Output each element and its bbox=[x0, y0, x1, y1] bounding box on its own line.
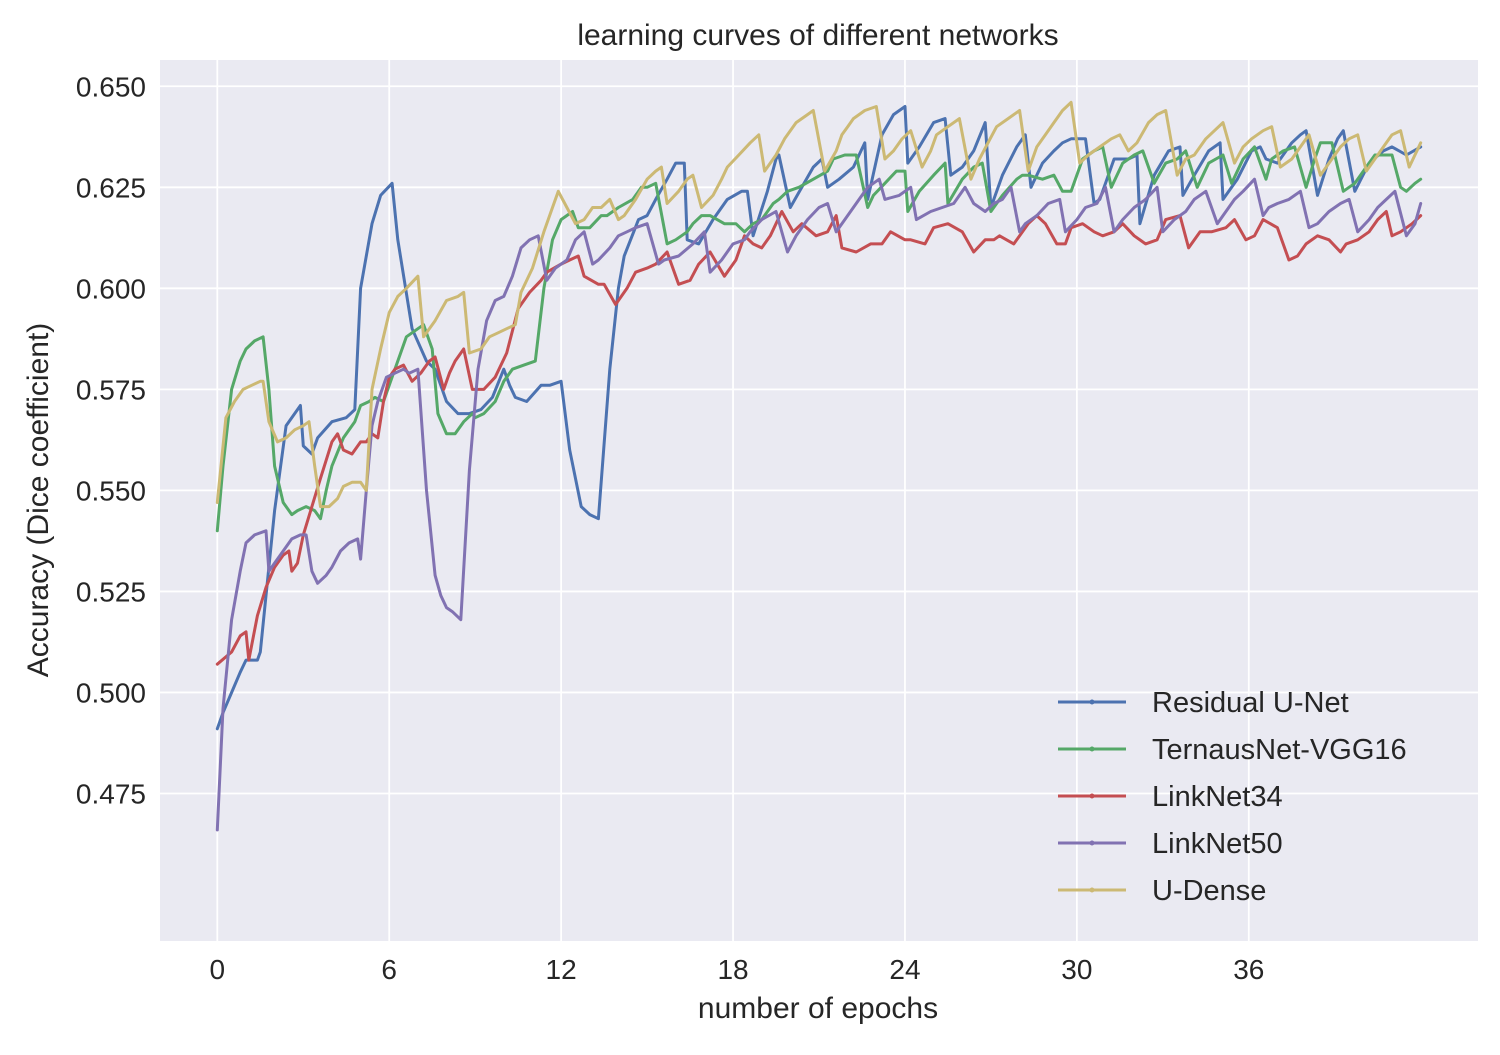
y-tick-label: 0.625 bbox=[76, 172, 146, 203]
legend-marker-linknet34 bbox=[1089, 793, 1095, 799]
y-tick-label: 0.525 bbox=[76, 576, 146, 607]
legend-label-linknet50: LinkNet50 bbox=[1152, 828, 1283, 860]
x-tick-label: 36 bbox=[1233, 954, 1264, 985]
legend-label-residual-u-net: Residual U-Net bbox=[1152, 687, 1349, 719]
legend: Residual U-Net TernausNet-VGG16 LinkNet34 L… bbox=[1058, 687, 1407, 907]
x-tick-label: 18 bbox=[717, 954, 748, 985]
legend-label-linknet34: LinkNet34 bbox=[1152, 781, 1283, 813]
legend-label-u-dense: U-Dense bbox=[1152, 875, 1266, 907]
y-tick-label: 0.475 bbox=[76, 778, 146, 809]
legend-label-ternausnet-vgg16: TernausNet-VGG16 bbox=[1152, 734, 1407, 766]
y-tick-label: 0.500 bbox=[76, 677, 146, 708]
x-tick-label: 0 bbox=[210, 954, 226, 985]
x-tick-label: 24 bbox=[889, 954, 920, 985]
y-tick-label: 0.550 bbox=[76, 475, 146, 506]
x-tick-label: 12 bbox=[546, 954, 577, 985]
grid-lines bbox=[160, 60, 1478, 941]
chart-title: learning curves of different networks bbox=[577, 19, 1058, 52]
series-line-linknet34 bbox=[215, 210, 1423, 666]
y-tick-label: 0.600 bbox=[76, 273, 146, 304]
x-axis-label: number of epochs bbox=[698, 992, 938, 1025]
x-tick-label: 6 bbox=[381, 954, 397, 985]
y-axis-label: Accuracy (Dice coefficient) bbox=[22, 323, 55, 678]
tick-labels: 0 6 12 18 24 30 36 0.475 0.500 0.525 0.550 0.575 0.6… bbox=[76, 71, 1264, 985]
legend-marker-u-dense bbox=[1089, 887, 1095, 893]
series-line-linknet50 bbox=[215, 177, 1423, 832]
x-tick-label: 30 bbox=[1061, 954, 1092, 985]
series-line-u-dense bbox=[215, 100, 1423, 509]
y-tick-label: 0.575 bbox=[76, 374, 146, 405]
series-lines bbox=[215, 100, 1423, 832]
legend-marker-ternausnet-vgg16 bbox=[1089, 746, 1095, 752]
legend-marker-linknet50 bbox=[1089, 840, 1095, 846]
y-tick-label: 0.650 bbox=[76, 71, 146, 102]
legend-marker-residual-u-net bbox=[1089, 699, 1095, 705]
